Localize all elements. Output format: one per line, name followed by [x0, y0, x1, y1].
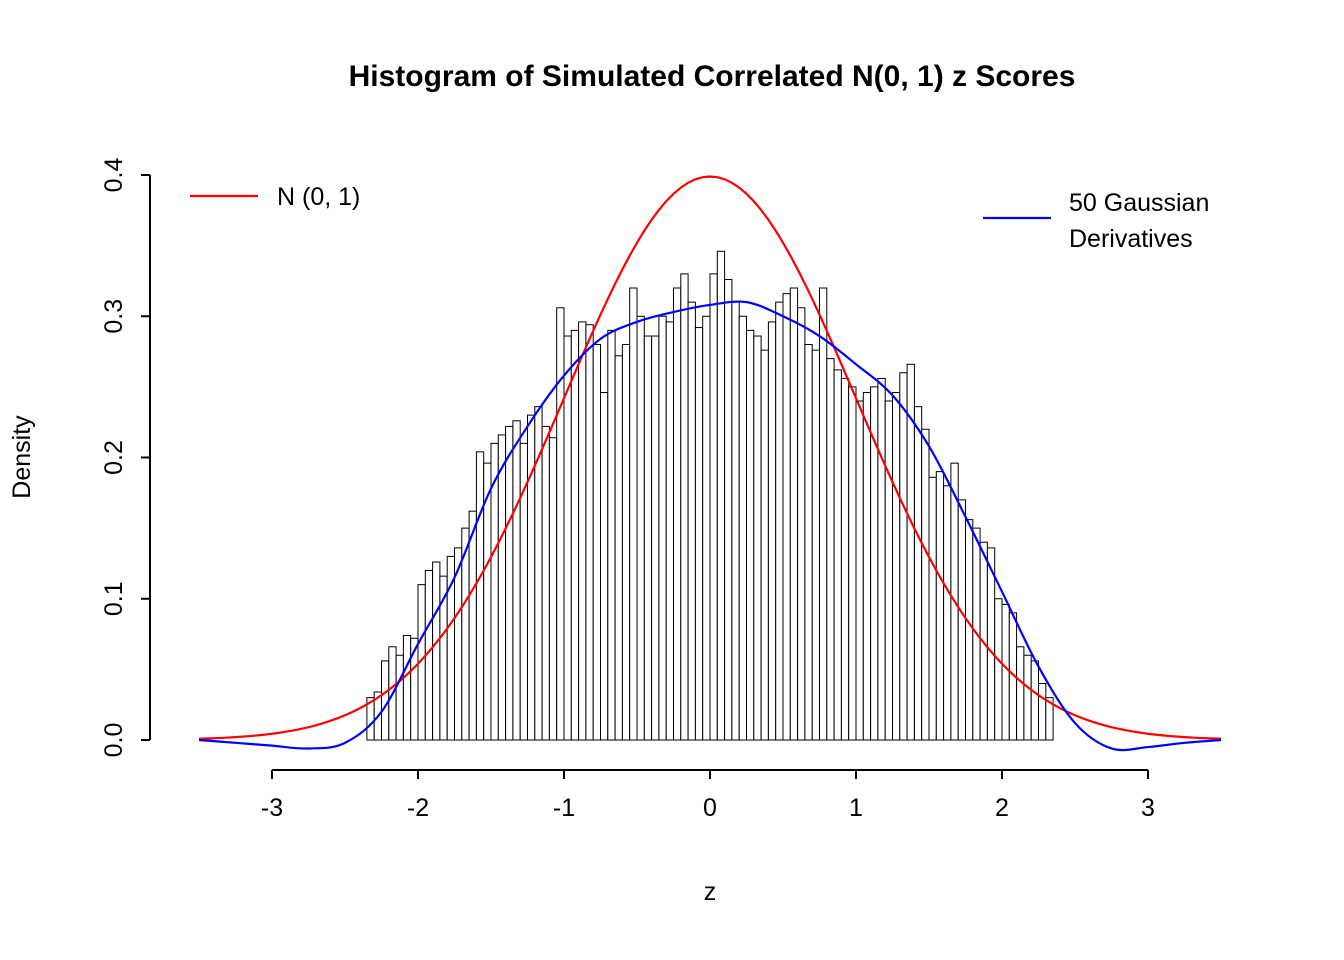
histogram-bar	[738, 315, 748, 741]
x-tick-label: -1	[553, 794, 575, 822]
histogram-bar	[789, 287, 799, 741]
histogram-bar	[840, 377, 850, 741]
histogram-bar	[497, 434, 507, 741]
histogram-bar	[1038, 683, 1047, 741]
histogram-bar	[826, 358, 835, 741]
histogram-bar	[541, 425, 550, 741]
legend-normal-label: N (0, 1)	[277, 183, 360, 211]
histogram-bar	[600, 392, 609, 741]
histogram-bar	[665, 321, 675, 741]
histogram-bar	[1016, 646, 1025, 741]
histogram-bar	[592, 344, 602, 741]
histogram-bar	[797, 307, 806, 741]
histogram-bar	[877, 377, 886, 741]
histogram-bar	[1023, 654, 1032, 741]
histogram-bar	[402, 634, 412, 741]
histogram-bar	[943, 485, 952, 741]
histogram-bar	[468, 510, 477, 741]
histogram-bar	[607, 329, 616, 741]
normal-density-curve	[198, 175, 1222, 740]
y-tick-label: 0.4	[100, 158, 128, 193]
histogram-bar	[687, 301, 696, 741]
histogram-bar	[643, 335, 653, 741]
histogram-bar	[636, 315, 645, 741]
histogram-bar	[585, 324, 594, 741]
histogram-bar	[921, 428, 930, 741]
chart-title: Histogram of Simulated Correlated N(0, 1…	[349, 60, 1076, 93]
histogram-bar	[578, 321, 587, 741]
y-tick-label: 0.0	[100, 723, 128, 758]
histogram-bar	[782, 293, 791, 741]
histogram-bar	[767, 321, 777, 741]
legend-derivatives-label-line1: 50 Gaussian	[1069, 189, 1209, 217]
legend-derivatives: 50 Gaussian Derivatives	[983, 189, 1209, 253]
histogram-bar	[658, 315, 667, 741]
y-tick-label: 0.2	[100, 440, 128, 475]
y-tick-label: 0.3	[100, 299, 128, 334]
histogram-bar	[475, 451, 485, 741]
histogram-bar	[913, 406, 923, 741]
histogram-bar	[811, 349, 821, 741]
histogram-bar	[833, 369, 842, 741]
histogram-bar	[760, 349, 769, 741]
histogram-bar	[694, 327, 704, 741]
histogram-bars	[366, 250, 1054, 741]
histogram-bar	[556, 307, 565, 741]
histogram-bar	[775, 301, 784, 741]
histogram-bar	[432, 561, 441, 741]
legend-normal: N (0, 1)	[190, 183, 360, 211]
histogram-bar	[994, 598, 1003, 741]
x-tick-label: -2	[407, 794, 429, 822]
histogram-bar	[505, 425, 514, 741]
histogram-bar	[731, 301, 740, 741]
histogram-bar	[680, 273, 689, 741]
histogram-bar	[395, 654, 404, 741]
histogram-bar	[1045, 697, 1054, 741]
x-tick-label: 1	[849, 794, 863, 822]
histogram-bar	[746, 329, 755, 741]
x-axis-label: z	[704, 878, 717, 906]
histogram-bar	[957, 499, 967, 741]
legend-derivatives-label-line2: Derivatives	[1069, 225, 1193, 253]
y-tick-label: 0.1	[100, 581, 128, 616]
histogram-bar	[935, 471, 945, 741]
x-tick-label: 3	[1141, 794, 1155, 822]
histogram-bar	[862, 392, 872, 741]
histogram-bar	[804, 344, 813, 741]
histogram-bar	[702, 315, 711, 741]
x-tick-label: 2	[995, 794, 1009, 822]
histogram-bar	[527, 414, 536, 741]
histogram-bar	[855, 400, 864, 741]
histogram-bar	[716, 250, 726, 741]
histogram-bar	[709, 273, 718, 741]
histogram-bar	[848, 386, 857, 741]
histogram-bar	[570, 329, 580, 741]
histogram-bar	[1030, 660, 1039, 741]
histogram-bar	[965, 519, 974, 741]
histogram-bar	[899, 372, 908, 741]
gaussian-derivatives-curve	[198, 300, 1222, 752]
histogram-bar	[753, 335, 762, 741]
histogram-bar	[884, 400, 894, 741]
y-axis-label: Density	[8, 415, 36, 499]
histogram-bar	[928, 476, 937, 741]
histogram-bar	[651, 335, 660, 741]
histogram-bar	[629, 287, 638, 741]
y-axis: 0.0 0.1 0.2 0.3 0.4	[100, 158, 151, 758]
histogram-bar	[724, 279, 733, 741]
x-tick-label: -3	[261, 794, 283, 822]
histogram-bar	[1001, 603, 1010, 741]
histogram-bar	[819, 287, 828, 741]
histogram-bar	[512, 420, 521, 741]
histogram-bar	[548, 437, 558, 741]
histogram-bar	[673, 287, 682, 741]
x-tick-label: 0	[703, 794, 717, 822]
histogram-bar	[614, 355, 623, 741]
x-axis: -3 -2 -1 0 1 2 3	[261, 769, 1155, 822]
histogram-bar	[621, 344, 631, 741]
histogram-bar	[892, 392, 901, 741]
